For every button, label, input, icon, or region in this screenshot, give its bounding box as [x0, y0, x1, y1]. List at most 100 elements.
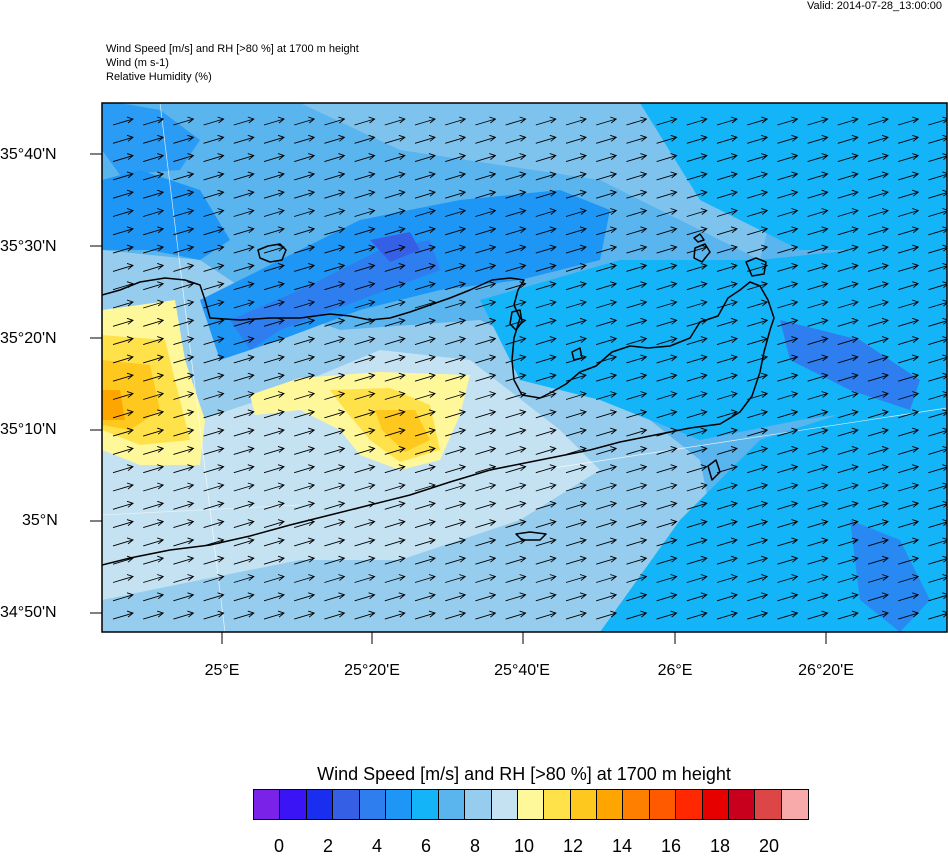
wind-arrow: [203, 189, 225, 199]
wind-arrow: [324, 445, 346, 455]
wind-arrow: [384, 427, 406, 437]
wind-arrow: [686, 537, 708, 547]
wind-arrow: [928, 445, 947, 455]
wind-arrow: [837, 500, 859, 510]
wind-arrow: [263, 555, 285, 565]
wind-arrow: [535, 464, 557, 474]
wind-arrow: [596, 592, 618, 602]
coastline: [102, 233, 775, 566]
wind-arrow: [112, 555, 134, 565]
wind-arrow: [475, 189, 497, 199]
wind-arrow: [565, 317, 587, 327]
wind-arrow: [324, 171, 346, 181]
wind-arrow: [324, 391, 346, 400]
wind-arrow: [747, 427, 769, 437]
wind-arrow: [445, 208, 467, 217]
legend-swatch: [676, 790, 703, 819]
wind-arrow: [596, 299, 618, 309]
wind-arrow: [656, 372, 678, 382]
wind-arrow: [898, 519, 920, 529]
wind-arrow: [747, 281, 769, 291]
wind-arrow: [656, 153, 678, 163]
wind-arrow: [143, 153, 165, 163]
wind-arrow: [837, 116, 859, 126]
wind-arrow: [747, 482, 769, 492]
wind-arrow: [505, 519, 527, 529]
wind-arrow: [384, 555, 406, 565]
wind-arrow: [747, 445, 769, 455]
wind-arrow: [475, 171, 497, 181]
wind-arrow: [203, 610, 225, 620]
wind-arrow: [505, 281, 527, 291]
wind-arrow: [505, 574, 527, 583]
wind-arrow: [112, 574, 134, 583]
wind-arrow: [233, 208, 255, 217]
wind-arrow: [354, 464, 376, 474]
wind-arrow: [143, 500, 165, 510]
wind-arrow: [445, 409, 467, 419]
wind-arrow: [475, 336, 497, 346]
wind-arrow: [445, 372, 467, 382]
wind-arrow: [354, 610, 376, 620]
wind-subtitle: Wind (m s-1): [106, 57, 169, 69]
wind-arrow: [928, 299, 947, 309]
wind-arrow: [898, 262, 920, 272]
wind-arrow: [747, 116, 769, 126]
wind-arrow: [505, 610, 527, 620]
wind-arrow: [656, 226, 678, 236]
wind-arrow: [324, 153, 346, 163]
lon-label-2540: 25°40'E: [494, 662, 550, 679]
wind-arrow: [233, 171, 255, 181]
wind-arrow: [414, 244, 436, 254]
wind-arrow: [535, 482, 557, 492]
wind-arrow: [112, 372, 134, 382]
wind-arrow: [898, 574, 920, 583]
wind-arrow: [384, 226, 406, 236]
wind-arrow: [354, 244, 376, 254]
wind-arrow: [233, 574, 255, 583]
wind-arrow: [596, 226, 618, 236]
wind-arrow: [173, 519, 195, 529]
wind-arrow: [565, 208, 587, 217]
wind-arrow: [626, 409, 648, 419]
wind-arrow: [716, 153, 738, 163]
wind-arrow: [414, 409, 436, 419]
wind-arrow: [112, 464, 134, 474]
wind-arrow: [898, 244, 920, 254]
wind-arrow: [505, 354, 527, 364]
wind-arrow: [898, 391, 920, 400]
wind-arrow: [565, 226, 587, 236]
wind-arrow: [928, 372, 947, 382]
wind-arrow: [928, 592, 947, 602]
lat-label-3510: 35°10'N: [0, 421, 57, 438]
wind-arrow: [535, 171, 557, 181]
wind-arrow: [354, 482, 376, 492]
wind-arrow: [263, 464, 285, 474]
wind-arrow: [173, 354, 195, 364]
wind-arrow: [233, 189, 255, 199]
wind-arrow: [505, 208, 527, 217]
wind-arrow: [837, 226, 859, 236]
wind-arrow: [294, 555, 316, 565]
wind-arrow: [837, 208, 859, 217]
wind-arrow: [565, 427, 587, 437]
wind-arrow: [475, 500, 497, 510]
wind-arrow: [445, 336, 467, 346]
wind-arrow: [143, 574, 165, 583]
wind-arrow: [747, 226, 769, 236]
legend-swatch: [623, 790, 650, 819]
wind-arrow: [233, 153, 255, 163]
wind-arrow: [928, 244, 947, 254]
wind-arrow: [263, 537, 285, 547]
wind-arrow: [596, 262, 618, 272]
wind-arrow: [384, 592, 406, 602]
wind-arrow: [173, 464, 195, 474]
wind-arrow: [626, 116, 648, 126]
wind-arrow: [173, 555, 195, 565]
wind-arrow: [445, 574, 467, 583]
wind-arrow: [294, 317, 316, 327]
wind-arrow: [324, 354, 346, 364]
wind-arrow: [716, 537, 738, 547]
wind-arrow: [535, 134, 557, 144]
wind-arrow: [898, 445, 920, 455]
